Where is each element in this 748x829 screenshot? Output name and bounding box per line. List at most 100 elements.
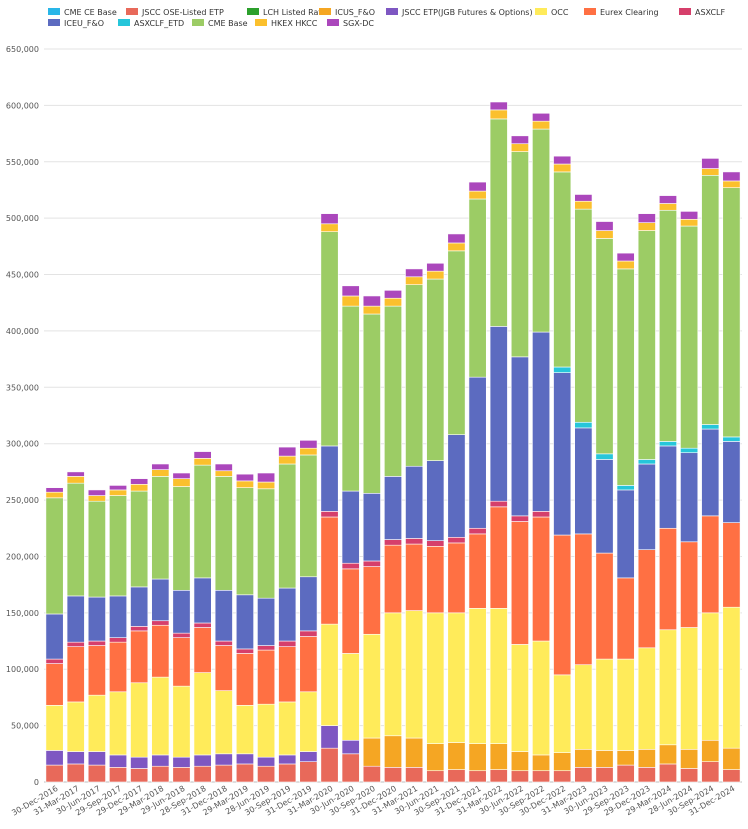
bar-segment-hkex-hkcc[interactable] [637, 222, 656, 231]
legend-item-cme-ce-base[interactable]: CME CE Base [48, 8, 117, 18]
bar-segment-sgx-dc[interactable] [235, 473, 254, 482]
bar-segment-cme-base[interactable] [680, 225, 699, 449]
bar-segment-jscc-etp-jgb-futures-options[interactable] [151, 754, 170, 767]
bar-segment-occ[interactable] [616, 658, 635, 751]
bar-segment-sgx-dc[interactable] [320, 213, 339, 225]
bar-segment-occ[interactable] [66, 701, 85, 752]
legend-item-asxclf[interactable]: ASXCLF [679, 8, 725, 18]
bar-segment-jscc-ose-listed-etp[interactable] [341, 753, 360, 783]
bar-segment-hkex-hkcc[interactable] [299, 447, 318, 456]
bar-segment-asxclf[interactable] [320, 511, 339, 518]
bar-segment-sgx-dc[interactable] [468, 181, 487, 192]
bar-segment-asxclf[interactable] [489, 500, 508, 508]
bar-segment-cme-base[interactable] [109, 495, 128, 597]
bar-segment-asxclf[interactable] [109, 637, 128, 643]
bar-segment-asxclf[interactable] [341, 562, 360, 570]
bar-segment-occ[interactable] [426, 612, 445, 744]
bar-segment-hkex-hkcc[interactable] [130, 483, 149, 492]
bar-segment-cme-base[interactable] [257, 488, 276, 599]
bar-segment-hkex-hkcc[interactable] [172, 478, 191, 487]
bar-segment-sgx-dc[interactable] [532, 112, 551, 122]
bar-segment-asxclf[interactable] [426, 540, 445, 547]
bar-segment-asxclf-etd[interactable] [722, 436, 741, 442]
bar-segment-sgx-dc[interactable] [278, 446, 297, 457]
bar-segment-eurex-clearing[interactable] [637, 549, 656, 649]
bar-segment-occ[interactable] [130, 682, 149, 758]
bar-segment-jscc-ose-listed-etp[interactable] [193, 765, 212, 783]
legend-item-icus-f-o[interactable]: ICUS_F&O [319, 8, 375, 18]
bar-segment-jscc-ose-listed-etp[interactable] [278, 763, 297, 783]
bar-segment-sgx-dc[interactable] [426, 262, 445, 272]
bar-segment-sgx-dc[interactable] [701, 158, 720, 169]
bar-segment-iceu-f-o[interactable] [510, 356, 529, 517]
bar-segment-jscc-ose-listed-etp[interactable] [426, 770, 445, 783]
bar-segment-cme-base[interactable] [405, 284, 424, 467]
bar-segment-jscc-etp-jgb-futures-options[interactable] [341, 739, 360, 755]
bar-segment-jscc-ose-listed-etp[interactable] [405, 767, 424, 783]
bar-segment-jscc-ose-listed-etp[interactable] [214, 764, 233, 783]
bar-segment-hkex-hkcc[interactable] [595, 230, 614, 239]
bar-segment-occ[interactable] [510, 644, 529, 752]
bar-segment-iceu-f-o[interactable] [426, 460, 445, 541]
bar-segment-hkex-hkcc[interactable] [658, 203, 677, 211]
bar-segment-iceu-f-o[interactable] [151, 578, 170, 622]
bar-segment-eurex-clearing[interactable] [658, 527, 677, 631]
bar-segment-cme-base[interactable] [87, 500, 106, 598]
bar-segment-iceu-f-o[interactable] [66, 595, 85, 643]
bar-segment-eurex-clearing[interactable] [172, 637, 191, 687]
bar-segment-jscc-ose-listed-etp[interactable] [384, 767, 402, 783]
legend-item-jscc-ose-listed-etp[interactable]: JSCC OSE-Listed ETP [126, 8, 224, 18]
bar-segment-eurex-clearing[interactable] [510, 521, 529, 645]
bar-segment-hkex-hkcc[interactable] [362, 305, 381, 315]
bar-segment-cme-base[interactable] [658, 209, 677, 442]
bar-segment-occ[interactable] [637, 647, 656, 750]
bar-segment-cme-base[interactable] [553, 171, 572, 368]
bar-segment-sgx-dc[interactable] [299, 440, 318, 449]
bar-segment-asxclf[interactable] [278, 640, 297, 647]
bar-segment-cme-base[interactable] [235, 487, 254, 596]
legend-item-asxclf-etd[interactable]: ASXCLF_ETD [118, 19, 184, 29]
bar-segment-jscc-etp-jgb-futures-options[interactable] [109, 754, 128, 768]
bar-segment-asxclf[interactable] [299, 630, 318, 637]
bar-segment-jscc-ose-listed-etp[interactable] [468, 770, 487, 783]
bar-segment-hkex-hkcc[interactable] [151, 469, 170, 477]
bar-segment-occ[interactable] [299, 691, 318, 752]
bar-segment-iceu-f-o[interactable] [384, 476, 402, 540]
bar-segment-occ[interactable] [193, 672, 212, 756]
bar-segment-asxclf[interactable] [193, 622, 212, 628]
bar-segment-occ[interactable] [341, 653, 360, 741]
bar-segment-jscc-ose-listed-etp[interactable] [235, 763, 254, 783]
bar-segment-cme-base[interactable] [320, 231, 339, 447]
bar-segment-iceu-f-o[interactable] [701, 428, 720, 517]
bar-segment-jscc-ose-listed-etp[interactable] [722, 769, 741, 783]
bar-segment-jscc-etp-jgb-futures-options[interactable] [278, 754, 297, 765]
bar-segment-occ[interactable] [362, 633, 381, 739]
bar-segment-occ[interactable] [658, 629, 677, 746]
bar-segment-iceu-f-o[interactable] [447, 434, 466, 538]
bar-segment-jscc-etp-jgb-futures-options[interactable] [193, 754, 212, 767]
bar-segment-icus-f-o[interactable] [468, 743, 487, 772]
bar-segment-occ[interactable] [151, 676, 170, 756]
bar-segment-eurex-clearing[interactable] [66, 646, 85, 703]
bar-segment-eurex-clearing[interactable] [426, 546, 445, 614]
bar-segment-iceu-f-o[interactable] [616, 489, 635, 579]
bar-segment-hkex-hkcc[interactable] [193, 458, 212, 466]
bar-segment-asxclf[interactable] [45, 658, 64, 664]
bar-segment-hkex-hkcc[interactable] [532, 120, 551, 130]
bar-segment-eurex-clearing[interactable] [680, 541, 699, 628]
bar-segment-cme-base[interactable] [616, 268, 635, 486]
bar-segment-eurex-clearing[interactable] [193, 627, 212, 673]
bar-segment-cme-base[interactable] [510, 151, 529, 358]
bar-segment-hkex-hkcc[interactable] [468, 190, 487, 200]
bar-segment-icus-f-o[interactable] [574, 748, 593, 768]
bar-segment-icus-f-o[interactable] [426, 743, 445, 772]
bar-segment-hkex-hkcc[interactable] [235, 480, 254, 488]
bar-segment-iceu-f-o[interactable] [574, 427, 593, 535]
bar-segment-occ[interactable] [257, 703, 276, 758]
bar-segment-asxclf-etd[interactable] [658, 441, 677, 447]
bar-segment-iceu-f-o[interactable] [109, 595, 128, 638]
bar-segment-icus-f-o[interactable] [616, 750, 635, 766]
bar-segment-asxclf[interactable] [235, 648, 254, 654]
bar-segment-cme-base[interactable] [130, 490, 149, 588]
bar-segment-cme-base[interactable] [278, 463, 297, 589]
